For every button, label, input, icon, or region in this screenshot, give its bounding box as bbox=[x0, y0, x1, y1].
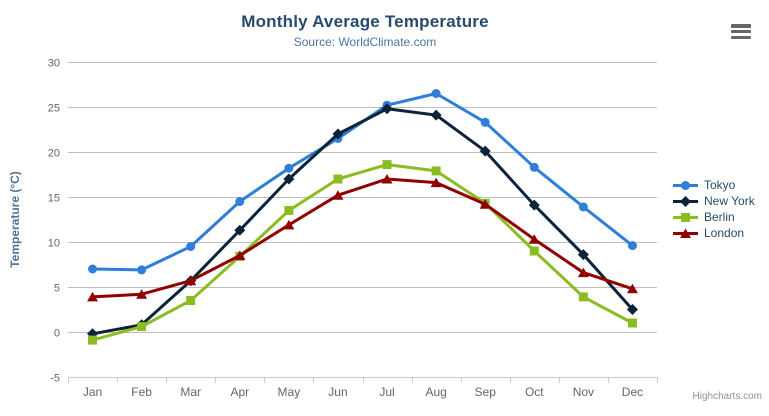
x-axis-label: Oct bbox=[525, 385, 544, 399]
point-london-jul[interactable] bbox=[381, 174, 393, 184]
legend-label: Tokyo bbox=[704, 178, 736, 192]
legend-label: London bbox=[704, 226, 745, 240]
legend-label: Berlin bbox=[704, 210, 735, 224]
x-axis-label: Aug bbox=[425, 385, 446, 399]
x-axis-label: Mar bbox=[180, 385, 201, 399]
x-axis-label: May bbox=[278, 385, 301, 399]
point-tokyo-may[interactable] bbox=[284, 163, 294, 173]
point-tokyo-apr[interactable] bbox=[235, 197, 245, 206]
point-berlin-mar[interactable] bbox=[186, 296, 196, 305]
legend-square-icon bbox=[673, 212, 698, 222]
legend-marker-london bbox=[680, 228, 691, 238]
legend-item-berlin[interactable]: Berlin bbox=[672, 209, 755, 225]
legend-circle-icon bbox=[673, 180, 698, 190]
point-berlin-jan[interactable] bbox=[88, 335, 98, 345]
legend-item-london[interactable]: London bbox=[672, 225, 755, 241]
x-axis-label: Apr bbox=[230, 385, 249, 399]
x-axis-label: Sep bbox=[475, 385, 497, 399]
point-new-york-sep[interactable] bbox=[479, 145, 491, 157]
point-london-jan[interactable] bbox=[87, 291, 99, 302]
point-new-york-jun[interactable] bbox=[332, 128, 344, 140]
legend-item-new-york[interactable]: New York bbox=[672, 193, 755, 209]
hamburger-bar bbox=[731, 35, 751, 39]
highcharts-credits[interactable]: Highcharts.com bbox=[692, 391, 762, 402]
point-tokyo-jan[interactable] bbox=[88, 264, 98, 274]
point-tokyo-nov[interactable] bbox=[578, 202, 588, 212]
point-new-york-dec[interactable] bbox=[626, 304, 638, 315]
y-axis-tick-label: 15 bbox=[48, 193, 60, 205]
series-line-new-york bbox=[91, 107, 634, 336]
x-axis-label: Jun bbox=[328, 385, 347, 399]
point-berlin-nov[interactable] bbox=[578, 292, 588, 302]
point-new-york-may[interactable] bbox=[283, 173, 295, 185]
legend-diamond-icon bbox=[673, 195, 698, 207]
series-line-berlin bbox=[91, 163, 634, 342]
point-berlin-jul[interactable] bbox=[382, 160, 392, 170]
legend-marker-tokyo bbox=[681, 180, 690, 190]
series-line-london bbox=[91, 177, 634, 299]
point-tokyo-feb[interactable] bbox=[137, 265, 147, 275]
point-london-nov[interactable] bbox=[577, 267, 589, 278]
point-london-feb[interactable] bbox=[136, 289, 148, 299]
point-london-may[interactable] bbox=[283, 219, 295, 230]
point-new-york-apr[interactable] bbox=[234, 224, 246, 236]
hamburger-bar bbox=[731, 24, 751, 28]
point-new-york-aug[interactable] bbox=[430, 109, 442, 121]
point-london-oct[interactable] bbox=[528, 234, 540, 244]
point-london-dec[interactable] bbox=[626, 283, 638, 294]
hamburger-bar bbox=[731, 29, 751, 34]
point-london-aug[interactable] bbox=[430, 177, 442, 188]
point-new-york-nov[interactable] bbox=[577, 249, 589, 261]
point-tokyo-oct[interactable] bbox=[529, 162, 539, 172]
point-berlin-may[interactable] bbox=[284, 206, 294, 215]
point-berlin-oct[interactable] bbox=[529, 246, 539, 256]
legend: Tokyo New York Berlin London bbox=[672, 177, 755, 241]
point-berlin-aug[interactable] bbox=[431, 166, 441, 176]
x-axis-label: Nov bbox=[573, 385, 594, 399]
y-axis-tick-label: -5 bbox=[50, 373, 60, 385]
point-london-mar[interactable] bbox=[185, 275, 197, 286]
legend-label: New York bbox=[704, 194, 755, 208]
export-menu-button[interactable] bbox=[731, 24, 751, 40]
point-new-york-oct[interactable] bbox=[528, 199, 540, 211]
point-london-sep[interactable] bbox=[479, 199, 491, 209]
x-axis-label: Feb bbox=[131, 385, 152, 399]
x-axis-label: Dec bbox=[622, 385, 643, 399]
x-axis-label: Jan bbox=[83, 385, 102, 399]
legend-marker-new-york bbox=[680, 195, 691, 207]
legend-item-tokyo[interactable]: Tokyo bbox=[672, 177, 755, 193]
legend-triangle-icon bbox=[673, 228, 698, 238]
legend-marker-berlin bbox=[681, 212, 690, 222]
y-axis-tick-label: 10 bbox=[48, 238, 60, 250]
point-berlin-feb[interactable] bbox=[137, 322, 147, 332]
point-tokyo-sep[interactable] bbox=[480, 117, 490, 127]
y-axis-tick-label: 25 bbox=[48, 103, 60, 115]
chart-title: Monthly Average Temperature bbox=[241, 12, 489, 31]
point-new-york-jul[interactable] bbox=[381, 103, 393, 115]
x-axis-label: Jul bbox=[379, 385, 394, 399]
chart-subtitle: Source: WorldClimate.com bbox=[293, 35, 437, 49]
y-axis-tick-label: 20 bbox=[48, 148, 60, 160]
y-axis-tick-label: 30 bbox=[48, 58, 60, 70]
point-tokyo-aug[interactable] bbox=[431, 89, 441, 98]
point-london-apr[interactable] bbox=[234, 250, 246, 261]
point-london-jun[interactable] bbox=[332, 190, 344, 200]
y-axis-tick-label: 0 bbox=[54, 328, 60, 340]
hamburger-icon bbox=[731, 24, 751, 39]
y-axis-tick-label: 5 bbox=[54, 283, 60, 295]
y-axis-title: Temperature (°C) bbox=[8, 171, 22, 268]
point-berlin-jun[interactable] bbox=[333, 174, 343, 184]
point-tokyo-dec[interactable] bbox=[627, 241, 637, 251]
point-berlin-dec[interactable] bbox=[627, 318, 637, 328]
point-tokyo-mar[interactable] bbox=[186, 242, 196, 251]
